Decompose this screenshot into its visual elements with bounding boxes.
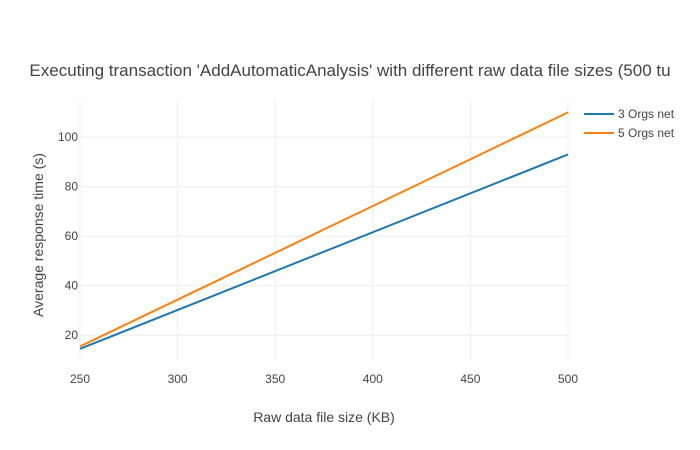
series-lines <box>79 111 569 350</box>
x-tick-label: 250 <box>70 372 90 386</box>
chart-title: Executing transaction 'AddAutomaticAnaly… <box>29 61 670 80</box>
series-line-1[interactable] <box>79 153 569 350</box>
y-tick-label: 80 <box>65 180 79 194</box>
y-axis-title: Average response time (s) <box>30 153 46 317</box>
tick-labels: 250 300 350 400 450 500 20 40 60 80 100 <box>58 130 578 386</box>
y-tick-label: 40 <box>65 279 79 293</box>
legend-label: 5 Orgs net <box>618 126 675 140</box>
x-axis-title: Raw data file size (KB) <box>253 409 395 425</box>
legend-item[interactable]: 3 Orgs net <box>584 107 675 121</box>
x-tick-label: 400 <box>363 372 383 386</box>
x-tick-label: 350 <box>265 372 285 386</box>
legend-label: 3 Orgs net <box>618 107 675 121</box>
y-tick-label: 60 <box>65 229 79 243</box>
x-tick-label: 300 <box>168 372 188 386</box>
y-tick-label: 100 <box>58 130 78 144</box>
legend-item[interactable]: 5 Orgs net <box>584 126 675 140</box>
y-tick-label: 20 <box>65 328 79 342</box>
series-line-2[interactable] <box>79 111 569 348</box>
x-tick-label: 500 <box>558 372 578 386</box>
x-tick-label: 450 <box>460 372 480 386</box>
legend[interactable]: 3 Orgs net 5 Orgs net <box>584 107 675 140</box>
